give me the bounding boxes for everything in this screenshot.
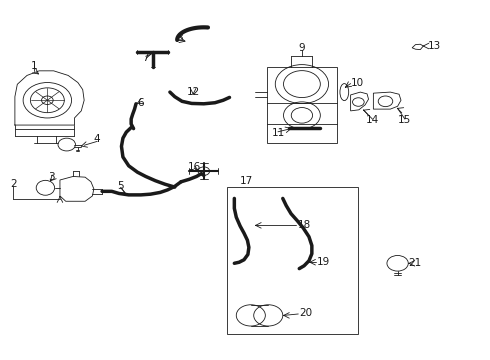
Text: 6: 6 <box>138 98 144 108</box>
Text: 11: 11 <box>271 128 285 138</box>
Bar <box>267 67 337 143</box>
Text: 4: 4 <box>94 134 100 144</box>
Text: 7: 7 <box>143 53 149 63</box>
Text: 13: 13 <box>428 41 441 51</box>
Text: 10: 10 <box>351 77 364 87</box>
Text: 18: 18 <box>297 220 311 230</box>
Text: 12: 12 <box>187 87 200 97</box>
Text: 15: 15 <box>398 116 412 125</box>
Text: 20: 20 <box>299 308 313 318</box>
Text: 1: 1 <box>31 61 38 71</box>
Text: 21: 21 <box>409 258 422 268</box>
Text: 14: 14 <box>366 116 379 125</box>
Text: 3: 3 <box>49 172 55 182</box>
Text: 16: 16 <box>188 162 201 171</box>
Bar <box>226 187 358 334</box>
Text: 2: 2 <box>10 179 17 189</box>
Text: 17: 17 <box>240 176 253 186</box>
Text: 8: 8 <box>176 33 183 43</box>
Text: 19: 19 <box>317 257 330 267</box>
Text: 5: 5 <box>117 181 124 191</box>
Text: 9: 9 <box>298 43 305 53</box>
